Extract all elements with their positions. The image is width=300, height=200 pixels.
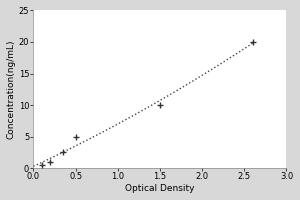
X-axis label: Optical Density: Optical Density [125, 184, 195, 193]
Y-axis label: Concentration(ng/mL): Concentration(ng/mL) [7, 40, 16, 139]
